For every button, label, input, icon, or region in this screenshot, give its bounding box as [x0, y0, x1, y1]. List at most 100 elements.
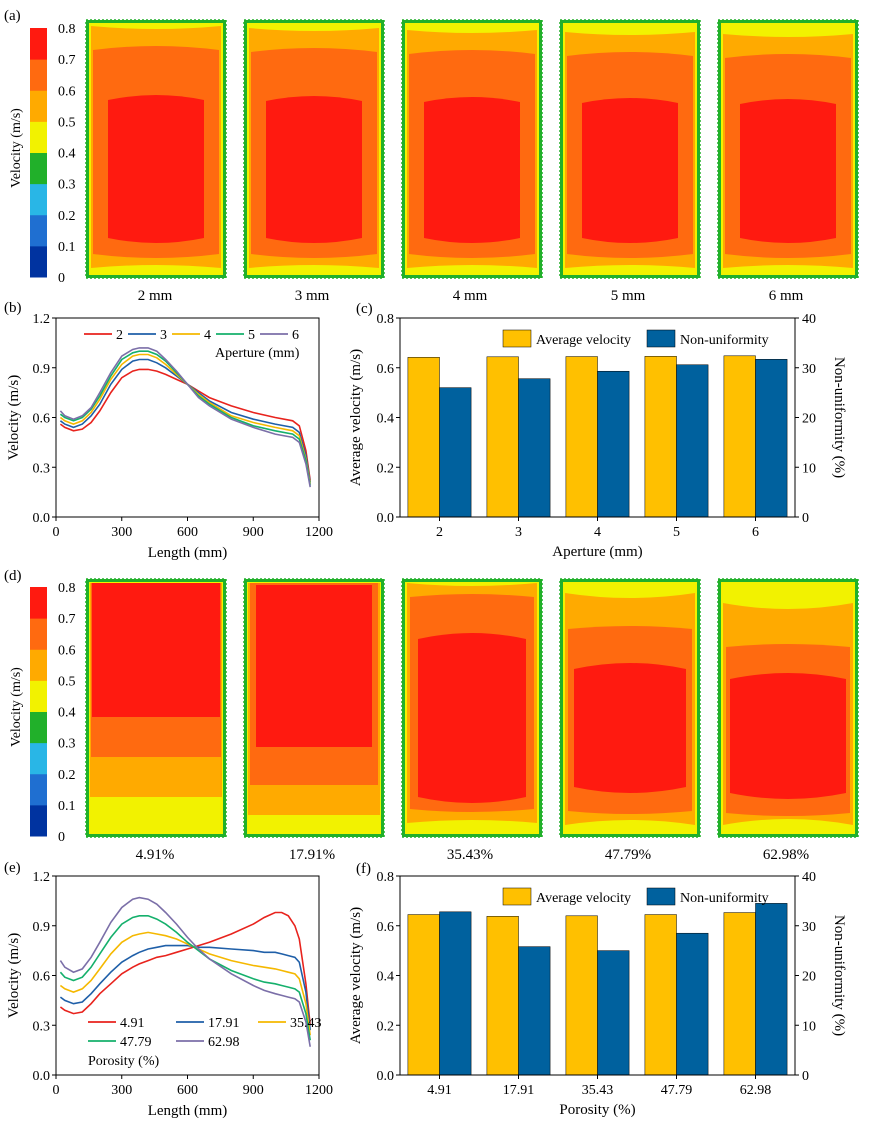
panel-label-e: (e): [4, 860, 21, 876]
x-tick-label: 4: [594, 525, 601, 540]
y-tick-label: 0.0: [33, 511, 51, 526]
colorbar-tick-label: 0.6: [58, 643, 76, 658]
caption-a-5: 6 mm: [769, 288, 804, 304]
caption-a-2: 3 mm: [295, 288, 330, 304]
x-tick-label: 17.91: [503, 1083, 535, 1098]
y-tick-label: 1.2: [33, 870, 51, 885]
colorbar-swatch: [30, 245, 47, 278]
contour-band: [740, 99, 836, 243]
legend-label: 6: [292, 328, 299, 343]
y-tick-label-right: 0: [802, 511, 809, 526]
y-axis-label-right: Non-uniformity (%): [831, 915, 847, 1036]
colorbar-swatch: [30, 742, 47, 775]
bar-average-velocity: [565, 915, 598, 1076]
bar-non-uniformity: [755, 903, 788, 1076]
colorbar-swatch: [30, 773, 47, 806]
colorbar-d: 0 0.1 0.2 0.3 0.4 0.5 0.6 0.7 0.8: [30, 581, 76, 845]
bar-average-velocity: [644, 356, 677, 518]
legend-label: 47.79: [120, 1035, 152, 1050]
y-tick-label: 0.3: [33, 1019, 51, 1034]
legend-title: Aperture (mm): [215, 346, 300, 361]
bar-chart-c: 2 3 4 5 6 0.0 0.2 0.4 0.6 0.8 0 10 20 30 40 Aperture (m…: [348, 312, 847, 560]
legend-label: 62.98: [208, 1035, 240, 1050]
contour-border: [717, 578, 859, 838]
bar-non-uniformity: [439, 911, 472, 1076]
colorbar-swatch: [30, 214, 47, 247]
colorbar-tick-label: 0.6: [58, 84, 76, 99]
caption-d-5: 62.98%: [763, 847, 809, 863]
colorbar-swatch: [30, 649, 47, 681]
contour-border: [85, 19, 227, 279]
colorbar-d-label: Velocity (m/s): [9, 667, 24, 747]
contour-band: [108, 95, 204, 243]
y-axis-label-right: Non-uniformity (%): [831, 357, 847, 478]
y-tick-label-left: 0.4: [377, 412, 395, 427]
x-tick-label: 3: [515, 525, 522, 540]
x-tick-label: 600: [177, 525, 198, 540]
y-tick-label: 1.2: [33, 312, 51, 327]
series-line-47.79: [59, 914, 311, 1041]
y-tick-label-left: 0.8: [377, 312, 395, 327]
y-tick-label-right: 20: [802, 412, 816, 427]
colorbar-tick-label: 0.5: [58, 674, 76, 689]
y-tick-label-right: 0: [802, 1069, 809, 1084]
contour-band: [574, 663, 686, 793]
bar-average-velocity: [565, 356, 598, 518]
legend-label: Non-uniformity: [680, 891, 769, 906]
line-chart-e: 0 300 600 900 1200 0.0 0.3 0.6 0.9 1.2 Length (mm)…: [6, 870, 333, 1119]
contour-band: [92, 583, 220, 717]
y-tick-label: 0.9: [33, 920, 51, 935]
contour-row-a: [85, 19, 859, 279]
contour-captions-a: 2 mm 3 mm 4 mm 5 mm 6 mm: [138, 288, 804, 304]
bar-average-velocity: [644, 914, 677, 1076]
y-tick-label: 0.9: [33, 362, 51, 377]
contour-band: [256, 585, 372, 747]
colorbar-tick-label: 0.1: [58, 799, 76, 814]
x-tick-label: 4.91: [427, 1083, 452, 1098]
caption-a-1: 2 mm: [138, 288, 173, 304]
colorbar-tick-label: 0.2: [58, 768, 76, 783]
x-tick-label: 35.43: [582, 1083, 614, 1098]
x-axis-label: Length (mm): [148, 545, 228, 561]
x-tick-label: 600: [177, 1083, 198, 1098]
contour-band: [418, 633, 526, 803]
y-tick-label-right: 40: [802, 312, 816, 327]
bar-chart-f: 4.91 17.91 35.43 47.79 62.98 0.0 0.2 0.4 0.6 0.8 0…: [348, 870, 847, 1118]
y-tick-label-left: 0.6: [377, 920, 395, 935]
x-axis-label: Aperture (mm): [552, 544, 642, 560]
y-tick-label-left: 0.4: [377, 970, 395, 985]
x-tick-label: 5: [673, 525, 680, 540]
legend-label: Non-uniformity: [680, 333, 769, 348]
legend-swatch: [646, 887, 676, 906]
x-tick-label: 2: [436, 525, 443, 540]
colorbar-swatch: [30, 680, 47, 712]
caption-a-3: 4 mm: [453, 288, 488, 304]
legend-label: 4.91: [120, 1016, 145, 1031]
y-tick-label-left: 0.6: [377, 362, 395, 377]
bar-non-uniformity: [597, 950, 630, 1076]
colorbar-tick-label: 0.1: [58, 240, 76, 255]
y-tick-label-left: 0.0: [377, 1069, 395, 1084]
contour-panel: [717, 578, 859, 838]
colorbar-swatch: [30, 587, 47, 619]
y-axis-label-left: Average velocity (m/s): [348, 907, 364, 1044]
contour-panel: [243, 578, 385, 838]
contour-band: [424, 97, 520, 243]
contour-border: [85, 578, 227, 838]
caption-a-4: 5 mm: [611, 288, 646, 304]
colorbar-tick-label: 0.2: [58, 209, 76, 224]
x-tick-label: 0: [53, 1083, 60, 1098]
legend-label: 3: [160, 328, 167, 343]
y-tick-label-left: 0.2: [377, 461, 395, 476]
bar-non-uniformity: [518, 946, 551, 1076]
x-tick-label: 1200: [305, 1083, 333, 1098]
contour-border: [243, 578, 385, 838]
panel-label-c: (c): [356, 301, 373, 317]
x-tick-label: 300: [111, 1083, 132, 1098]
bar-average-velocity: [407, 914, 440, 1076]
contour-captions-d: 4.91% 17.91% 35.43% 47.79% 62.98%: [136, 847, 810, 863]
colorbar-tick-label: 0.4: [58, 147, 76, 162]
contour-band: [730, 673, 846, 799]
legend-label: 35.43: [290, 1016, 322, 1031]
